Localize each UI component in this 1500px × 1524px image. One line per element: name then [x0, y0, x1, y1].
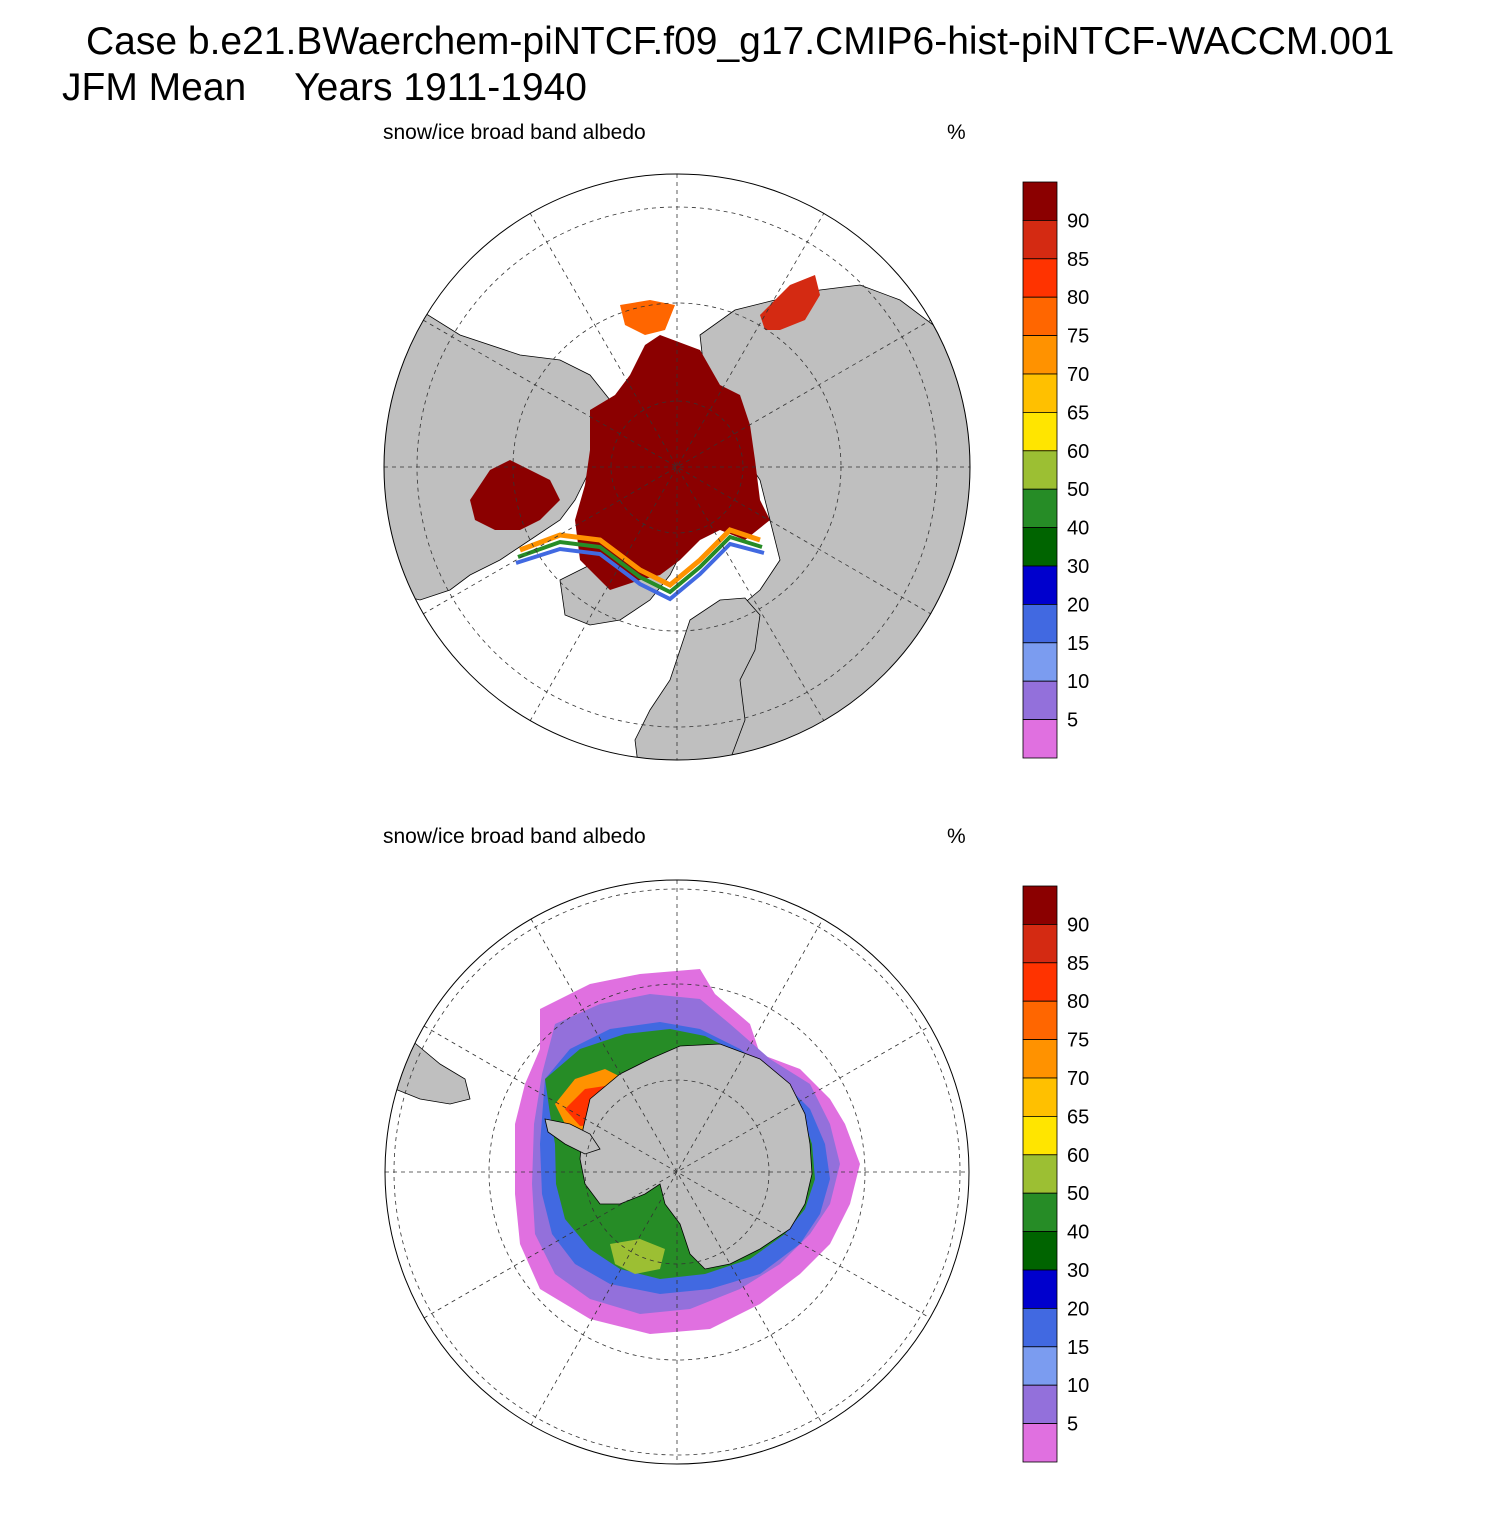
antarctic-colorbar-label: 5	[1067, 1414, 1078, 1436]
antarctic-colorbar-swatch	[1022, 924, 1058, 964]
hudson-bay-ice	[470, 460, 560, 530]
antarctic-map-border	[384, 879, 970, 1465]
antarctic-map: 90 85 80 75 70 65 60 50 40 30 20 15 10 5	[384, 879, 1089, 1465]
figure-title-period: JFM Mean Years 1911-1940	[62, 68, 587, 108]
antarctic-panel: snow/ice broad band albedo %	[0, 824, 1500, 1524]
antarctic-colorbar-swatch	[1022, 1231, 1058, 1271]
antarctic-colorbar-swatch	[1022, 1269, 1058, 1309]
arctic-colorbar-label: 90	[1067, 210, 1089, 232]
antarctic-colorbar-swatch	[1022, 1346, 1058, 1386]
years-label: Years 1911-1940	[294, 66, 587, 109]
antarctic-colorbar-label: 75	[1067, 1030, 1089, 1052]
antarctic-colorbar-swatch	[1022, 1077, 1058, 1117]
okhotsk-ice	[760, 275, 820, 330]
arctic-colorbar-swatch	[1022, 642, 1058, 682]
antarctic-colorbar-swatch	[1022, 1115, 1058, 1156]
arctic-colorbar-swatch	[1022, 220, 1058, 260]
antarctic-colorbar-label: 50	[1067, 1183, 1089, 1205]
units-label-south: %	[947, 825, 966, 848]
field-label-north: snow/ice broad band albedo	[383, 121, 646, 144]
antarctic-colorbar-swatch	[1022, 1154, 1058, 1194]
antarctic-colorbar-swatch	[1022, 1384, 1058, 1425]
antarctic-colorbar-swatch	[1022, 1423, 1058, 1463]
arctic-colorbar-swatch	[1022, 603, 1058, 644]
antarctic-colorbar-swatch	[1022, 1039, 1058, 1079]
antarctic-colorbar-swatch	[1022, 885, 1058, 925]
arctic-colorbar-swatch	[1022, 258, 1058, 298]
arctic-colorbar-label: 15	[1067, 633, 1089, 655]
ice-edge-band-atlantic	[519, 527, 761, 588]
arctic-map: 90 85 80 75 70 65 60 50 40 30 20 15 10 5	[383, 173, 1089, 761]
arctic-colorbar-swatch	[1022, 411, 1058, 452]
ice-edge-band-atlantic-green	[517, 534, 763, 595]
arctic-colorbar-label: 5	[1067, 710, 1078, 732]
arctic-colorbar-label: 10	[1067, 671, 1089, 693]
arctic-panel: snow/ice broad band albedo %	[0, 120, 1500, 820]
antarctic-colorbar: 90 85 80 75 70 65 60 50 40 30 20 15 10 5	[1022, 885, 1089, 1463]
arctic-graticule	[384, 174, 970, 760]
arctic-colorbar-label: 30	[1067, 556, 1089, 578]
arctic-colorbar: 90 85 80 75 70 65 60 50 40 30 20 15 10 5	[1022, 181, 1089, 759]
arctic-colorbar-label: 85	[1067, 249, 1089, 271]
arctic-colorbar-swatch	[1022, 719, 1058, 759]
antarctic-colorbar-label: 20	[1067, 1298, 1089, 1320]
arctic-colorbar-swatch	[1022, 335, 1058, 375]
arctic-colorbar-label: 75	[1067, 326, 1089, 348]
season-label: JFM Mean	[62, 66, 247, 109]
antarctic-colorbar-label: 90	[1067, 914, 1089, 936]
arctic-colorbar-swatch	[1022, 488, 1058, 529]
antarctic-colorbar-label: 10	[1067, 1375, 1089, 1397]
antarctic-colorbar-label: 65	[1067, 1106, 1089, 1128]
arctic-colorbar-label: 65	[1067, 402, 1089, 424]
arctic-colorbar-label: 80	[1067, 287, 1089, 309]
units-label-north: %	[947, 121, 966, 144]
arctic-map-border	[383, 173, 971, 761]
antarctic-colorbar-swatch	[1022, 962, 1058, 1002]
arctic-colorbar-label: 20	[1067, 594, 1089, 616]
arctic-colorbar-swatch	[1022, 296, 1058, 336]
antarctic-colorbar-label: 40	[1067, 1222, 1089, 1244]
antarctic-graticule	[385, 880, 969, 1464]
arctic-colorbar-label: 50	[1067, 479, 1089, 501]
antarctic-colorbar-swatch	[1022, 1192, 1058, 1233]
antarctic-colorbar-label: 70	[1067, 1068, 1089, 1090]
antarctic-colorbar-label: 30	[1067, 1260, 1089, 1282]
arctic-colorbar-swatch	[1022, 181, 1058, 221]
antarctic-colorbar-label: 85	[1067, 953, 1089, 975]
arctic-colorbar-swatch	[1022, 565, 1058, 605]
antarctic-map-content	[385, 880, 969, 1464]
antarctic-colorbar-swatch	[1022, 1307, 1058, 1348]
europe-land	[634, 597, 761, 760]
antarctic-colorbar-label: 60	[1067, 1145, 1089, 1167]
antarctic-colorbar-label: 80	[1067, 991, 1089, 1013]
ross-sea-ice	[610, 1239, 665, 1274]
antarctica-land	[579, 1043, 813, 1270]
antarctic-colorbar-swatch	[1022, 1000, 1058, 1040]
ice-edge-band-atlantic-blue	[515, 541, 765, 602]
arctic-colorbar-swatch	[1022, 680, 1058, 721]
arctic-colorbar-label: 60	[1067, 441, 1089, 463]
field-label-south: snow/ice broad band albedo	[383, 825, 646, 848]
arctic-sea-ice	[575, 335, 770, 590]
arctic-map-content	[384, 174, 970, 760]
north-america-land	[384, 309, 611, 601]
arctic-colorbar-swatch	[1022, 450, 1058, 490]
arctic-colorbar-swatch	[1022, 373, 1058, 413]
arctic-colorbar-swatch	[1022, 527, 1058, 567]
figure-title-case: Case b.e21.BWaerchem-piNTCF.f09_g17.CMIP…	[86, 20, 1395, 63]
antarctic-peninsula-land	[544, 1118, 601, 1155]
arctic-colorbar-label: 40	[1067, 518, 1089, 540]
antarctic-colorbar-label: 15	[1067, 1337, 1089, 1359]
arctic-colorbar-label: 70	[1067, 364, 1089, 386]
